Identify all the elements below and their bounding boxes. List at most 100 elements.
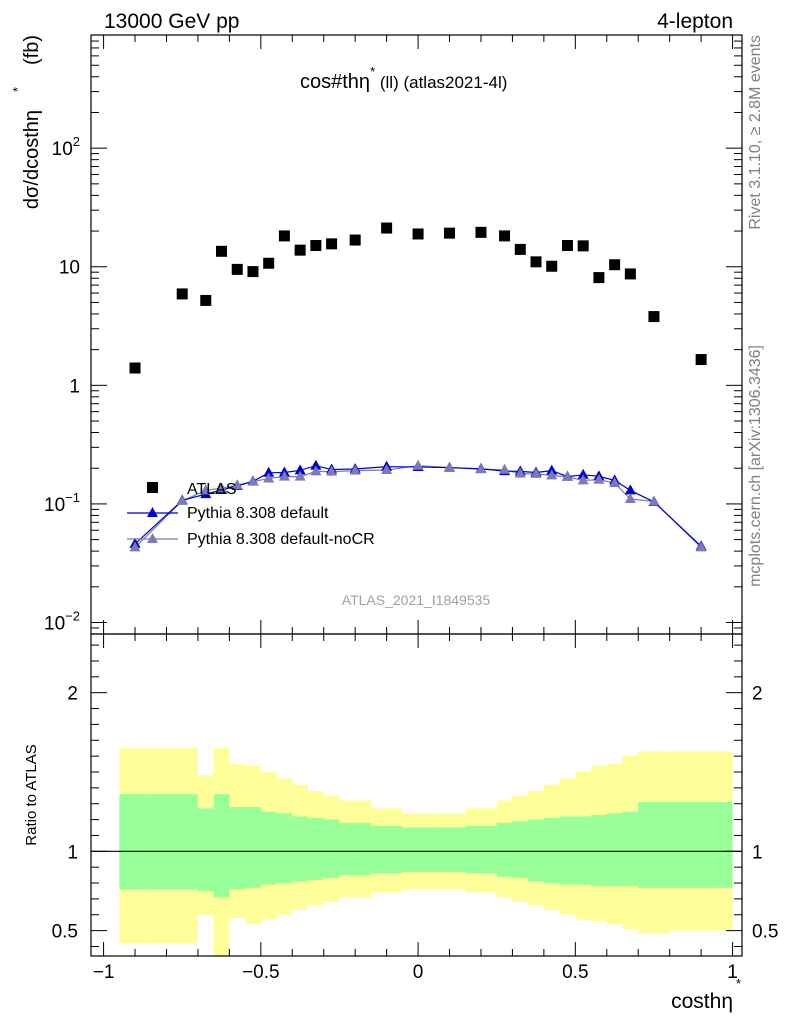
ratio-y-tick-label: 2	[67, 684, 78, 705]
ratio-band-inner	[276, 813, 293, 884]
point-atlas	[648, 311, 660, 323]
ratio-band-inner	[197, 808, 214, 891]
ratio-band-inner	[119, 794, 151, 890]
point-atlas	[176, 288, 188, 300]
chart-title-rest: (ll) (atlas2021-4l)	[375, 73, 507, 92]
point-pythia-nocr	[412, 459, 424, 470]
ratio-band-inner	[496, 822, 513, 877]
ratio-band-inner	[465, 825, 497, 874]
series-layer	[129, 222, 707, 552]
point-atlas	[514, 243, 526, 255]
ratio-band-inner	[150, 794, 198, 890]
ratio-y-axis-label: Ratio to ATLAS	[23, 744, 40, 845]
point-atlas	[475, 226, 487, 238]
point-pythia-nocr	[695, 541, 707, 552]
point-atlas	[263, 257, 275, 269]
ratio-y-tick-label-right: 1	[752, 842, 763, 863]
point-atlas	[294, 244, 306, 256]
ratio-band-inner	[606, 813, 623, 887]
ratio-band-inner	[229, 806, 246, 890]
point-pythia-nocr	[546, 469, 558, 480]
point-pythia-nocr	[231, 479, 243, 490]
point-pythia-nocr	[326, 465, 338, 476]
ratio-band-inner	[402, 827, 434, 872]
chart-title-sup: *	[370, 64, 375, 79]
x-tick-label: −0.5	[242, 962, 280, 983]
ratio-frame	[90, 633, 743, 957]
point-atlas	[231, 263, 243, 275]
point-pythia-nocr	[648, 495, 660, 506]
ratio-band-inner	[245, 806, 261, 888]
x-axis-label-main: costhη	[671, 990, 733, 1013]
x-tick-label: 0	[413, 962, 424, 983]
ratio-y-tick-label: 1	[67, 842, 78, 863]
point-pythia-nocr	[475, 463, 487, 474]
ratio-band-inner	[528, 819, 544, 882]
point-atlas	[381, 222, 393, 234]
y-tick-label: 10−2	[44, 609, 80, 635]
point-atlas	[624, 268, 636, 280]
y-tick-label: 10	[59, 258, 80, 279]
ratio-band-inner	[433, 827, 466, 872]
point-atlas	[499, 230, 511, 242]
point-atlas	[326, 238, 338, 250]
point-atlas	[695, 354, 707, 366]
point-pythia-nocr	[278, 470, 290, 481]
point-atlas	[530, 256, 542, 268]
legend-marker-pythia-nocr	[147, 533, 158, 543]
ratio-band-inner	[260, 811, 277, 885]
point-pythia-nocr	[216, 482, 228, 493]
x-tick-label: −1	[93, 962, 115, 983]
point-atlas	[546, 260, 558, 272]
point-pythia-nocr	[499, 463, 511, 474]
x-axis-label: costhη	[671, 990, 733, 1013]
header-energy-label: 13000 GeV pp	[104, 10, 239, 33]
point-pythia-nocr	[381, 464, 393, 475]
axes-layer: −1 −0.5 0 0.5 1 10−2 10−1 1 10 102 0.5 0.5 1 1 2 2	[44, 34, 778, 983]
ratio-band-inner	[213, 794, 230, 898]
ratio-y-tick-label-right: 2	[752, 684, 763, 705]
point-pythia-nocr	[444, 461, 456, 472]
mcplots-label: mcplots.cern.ch [arXiv:1306.3436]	[747, 345, 764, 587]
point-pythia-nocr	[624, 493, 636, 504]
x-tick-label: 0.5	[562, 962, 588, 983]
ratio-band-inner	[512, 821, 529, 879]
point-atlas	[593, 272, 605, 284]
point-pythia-nocr	[593, 473, 605, 484]
ratio-band-inner	[559, 816, 576, 885]
ratio-band-inner	[543, 818, 560, 884]
ratio-band-inner	[591, 814, 607, 887]
point-atlas	[609, 259, 621, 271]
y-axis-label-rest: (fb)	[21, 35, 43, 65]
point-pythia-nocr	[514, 467, 526, 478]
y-tick-label: 10−1	[44, 490, 80, 516]
point-pythia-nocr	[176, 494, 188, 505]
ratio-band-inner	[638, 802, 670, 888]
y-tick-label: 102	[52, 134, 80, 160]
point-pythia-default	[294, 464, 306, 475]
legend: ATLAS Pythia 8.308 default Pythia 8.308 …	[127, 481, 375, 548]
ratio-y-tick-label-right: 0.5	[752, 922, 778, 943]
y-axis-label: (fb)	[21, 35, 43, 65]
point-pythia-nocr	[294, 470, 306, 481]
legend-marker-pythia-default	[147, 507, 158, 517]
point-atlas	[444, 227, 456, 239]
point-atlas	[200, 294, 212, 306]
point-atlas	[349, 234, 361, 246]
ratio-band-inner	[292, 816, 308, 882]
legend-label-pythia-default: Pythia 8.308 default	[187, 505, 329, 522]
analysis-watermark: ATLAS_2021_I1849535	[342, 592, 491, 608]
y-axis-label-text: dσ/dcosthη	[21, 110, 43, 209]
x-axis-label-sup: *	[736, 976, 741, 991]
point-atlas	[412, 228, 424, 240]
ratio-band-inner	[339, 822, 371, 876]
point-pythia-nocr	[247, 475, 259, 486]
point-pythia-nocr	[609, 477, 621, 488]
legend-marker-atlas	[147, 482, 158, 493]
point-pythia-default	[310, 459, 322, 470]
ratio-bands	[91, 748, 742, 956]
rivet-version-label: Rivet 3.1.10, ≥ 2.8M events	[747, 35, 764, 230]
point-atlas	[577, 240, 589, 252]
point-pythia-nocr	[263, 472, 275, 483]
